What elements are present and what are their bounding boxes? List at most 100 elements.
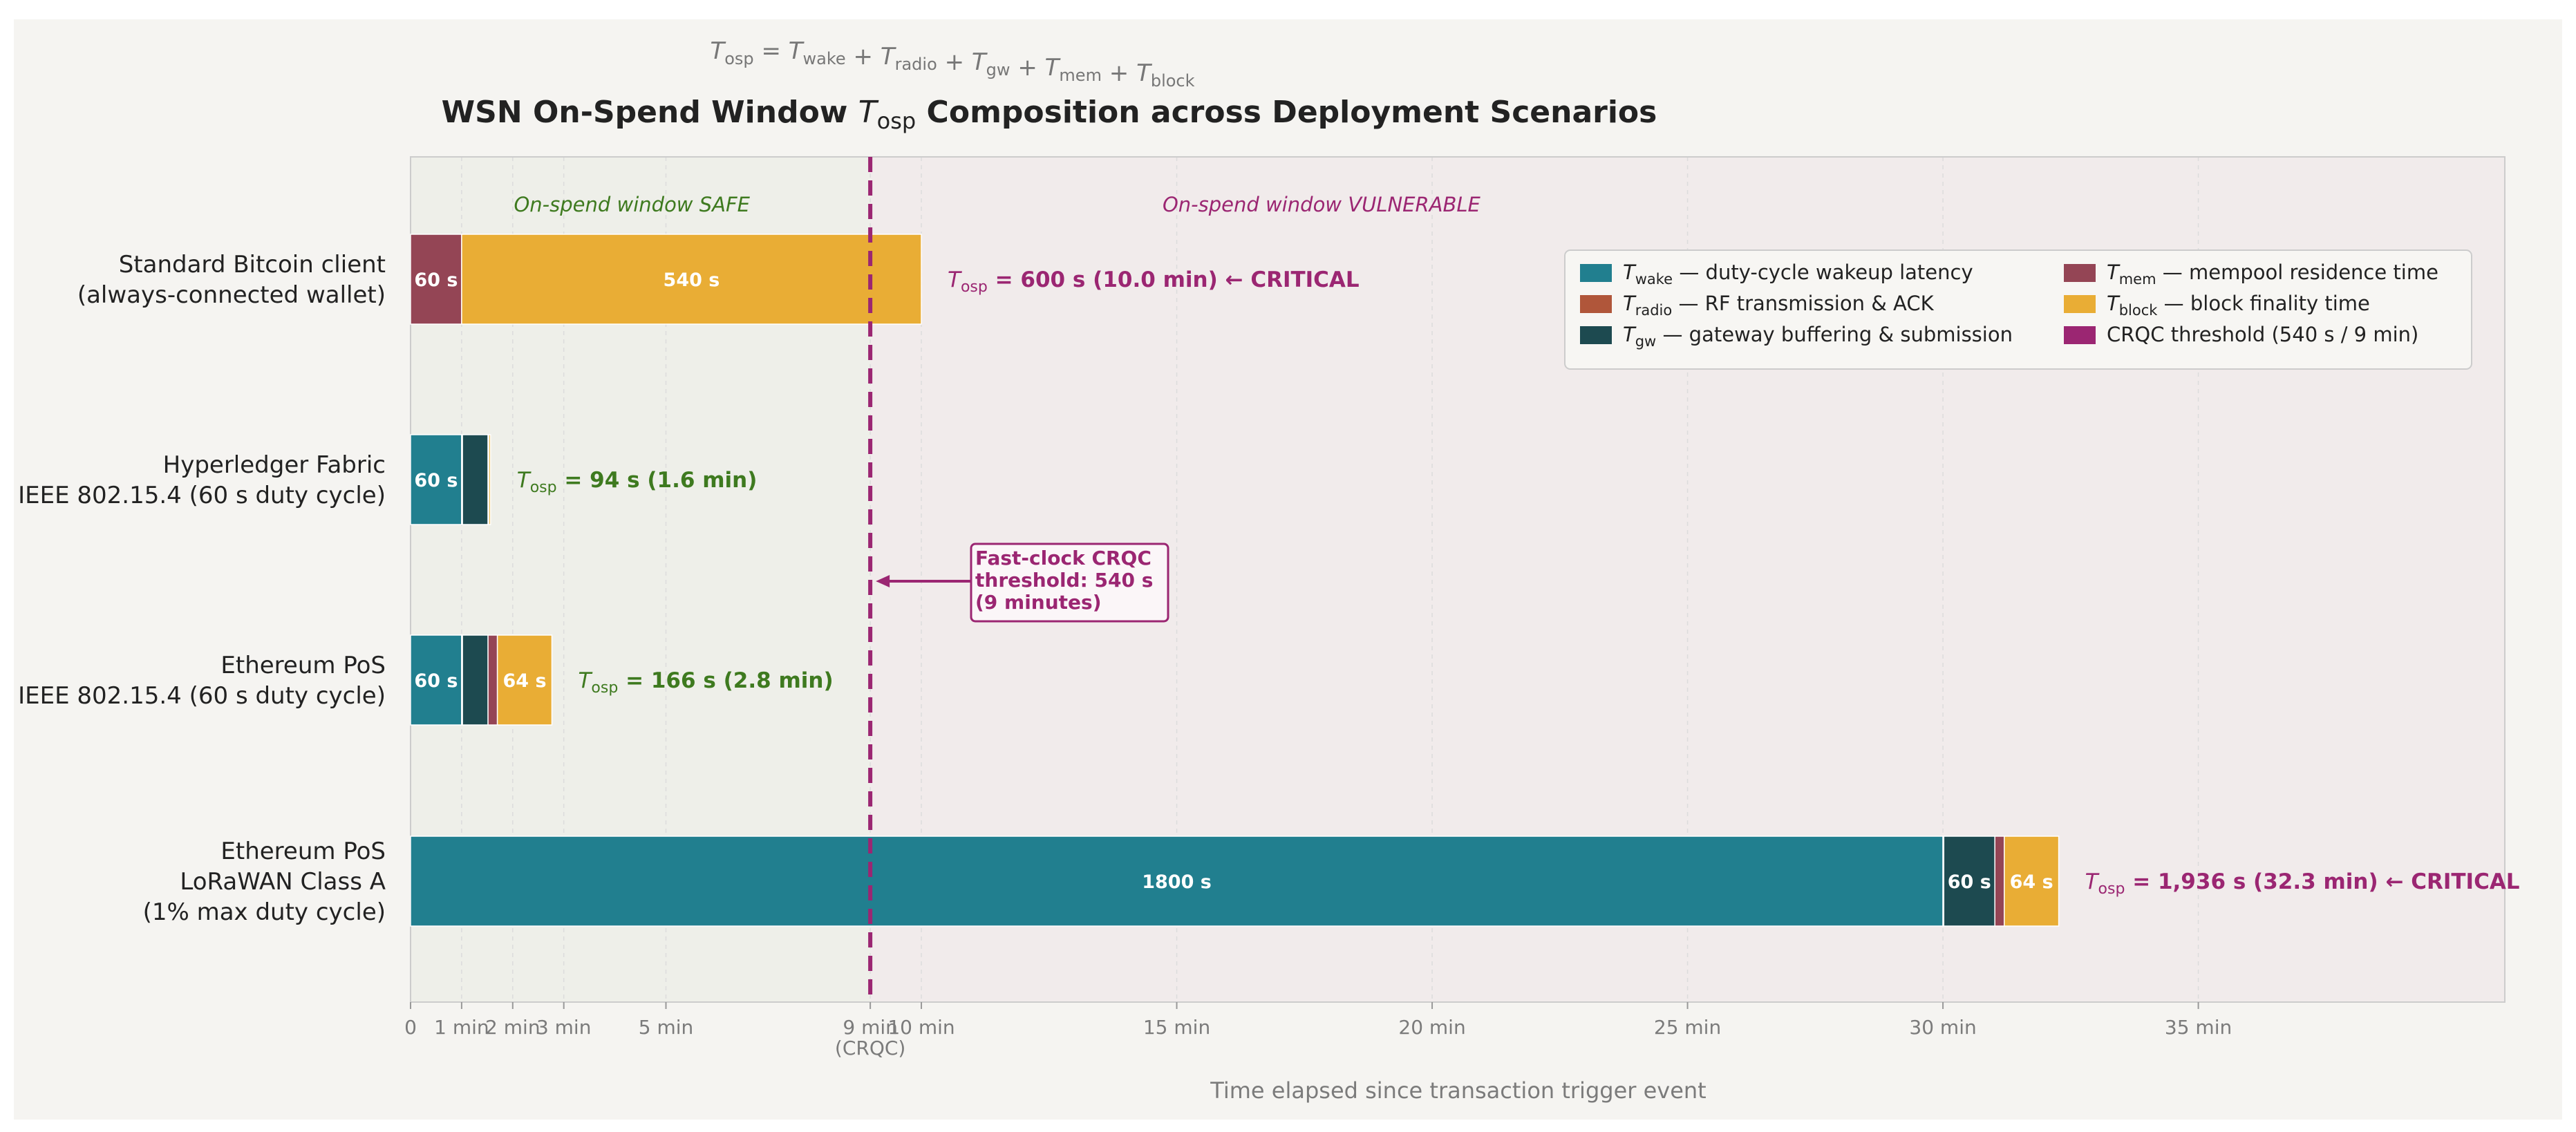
formula-term-subscript: wake (803, 49, 846, 68)
x-tick-label: 25 min (1654, 1016, 1721, 1039)
x-tick-label: 10 min (887, 1016, 955, 1039)
bar-segment-label: 64 s (503, 670, 547, 692)
bar-segment-gw (462, 634, 489, 726)
total-label: Tosp = 1,936 s (32.3 min) ← CRITICAL (2085, 869, 2520, 898)
y-axis-labels: Standard Bitcoin client(always-connected… (18, 251, 386, 926)
total-subscript: osp (591, 679, 618, 697)
formula-term-subscript: gw (986, 60, 1010, 79)
bar-segment-wake (410, 634, 462, 726)
title-subscript: osp (877, 108, 916, 134)
legend-description: — RF transmission & ACK (1672, 292, 1934, 315)
formula-term-subscript: block (1151, 71, 1195, 91)
legend-label: CRQC threshold (540 s / 9 min) (2107, 323, 2418, 346)
formula-term-symbol: T (1045, 54, 1061, 82)
vulnerable-zone-label: On-spend window VULNERABLE (1163, 193, 1481, 216)
legend-description: — gateway buffering & submission (1656, 323, 2013, 346)
formula-term-symbol: T (972, 48, 988, 76)
legend-symbol: T (1623, 261, 1637, 284)
total-symbol: T (948, 267, 962, 292)
legend-label: Twake — duty-cycle wakeup latency (1623, 261, 1973, 287)
annotation-text: (9 minutes) (975, 591, 1102, 614)
formula-lhs-symbol: T (710, 37, 726, 65)
title-symbol: T (858, 95, 879, 130)
bar-segment-mem (410, 234, 462, 325)
total-subscript: osp (2098, 880, 2125, 898)
legend-swatch (1580, 264, 1612, 282)
formula-plus: + (846, 43, 881, 70)
y-axis-label: Ethereum PoS (220, 838, 386, 865)
x-tick-label: 5 min (639, 1016, 694, 1039)
total-symbol: T (2085, 869, 2100, 894)
legend-subscript: gw (1635, 333, 1657, 350)
legend-description: — mempool residence time (2156, 261, 2438, 284)
total-value: = 1,936 s (32.3 min) (2125, 869, 2378, 894)
bar-series: 60 s 540 s 60 s 60 s 64 s 1800 s 60 s 64 s (410, 234, 2060, 927)
x-tick-label: 30 min (1909, 1016, 1976, 1039)
formula-term-symbol: T (1136, 59, 1152, 87)
legend-swatch (2064, 326, 2096, 344)
formula-term-symbol: T (881, 43, 896, 70)
legend-description: — block finality time (2157, 292, 2369, 315)
legend-label: Tmem — mempool residence time (2107, 261, 2438, 287)
x-tick-label: 1 min (434, 1016, 489, 1039)
total-label: Tosp = 600 s (10.0 min) ← CRITICAL (948, 267, 1360, 296)
bar-segment-block (461, 234, 922, 325)
total-value: = 600 s (10.0 min) (988, 267, 1218, 292)
title-after: Composition across Deployment Scenarios (916, 95, 1657, 130)
y-axis-label: Hyperledger Fabric (163, 451, 386, 479)
total-subscript: osp (530, 479, 557, 496)
legend-text: CRQC threshold (540 s / 9 min) (2107, 323, 2418, 346)
bar-segment-block (488, 434, 491, 525)
x-axis-label: Time elapsed since transaction trigger e… (1210, 1077, 1706, 1104)
formula-term-subscript: radio (895, 55, 937, 74)
plot-frame (410, 156, 2506, 1003)
legend-swatch (1580, 295, 1612, 313)
legend-symbol: T (2107, 261, 2121, 284)
total-label: Tosp = 166 s (2.8 min) (578, 668, 833, 697)
legend-subscript: wake (1635, 271, 1673, 287)
formula-plus: + (937, 48, 972, 76)
bar-segment-mem (487, 634, 498, 726)
annotation-arrowhead (876, 575, 890, 587)
y-axis-label: Ethereum PoS (220, 652, 386, 679)
formula-term-subscript: mem (1059, 66, 1102, 85)
critical-flag: ← CRITICAL (2378, 869, 2520, 894)
legend-description: — duty-cycle wakeup latency (1673, 261, 1973, 284)
x-tick-label: 20 min (1398, 1016, 1465, 1039)
formula-text: Tosp = Twake + Tradio + Tgw + Tmem + Tbl… (710, 37, 1194, 91)
legend-label: Tgw — gateway buffering & submission (1623, 323, 2013, 350)
title-before: WSN On-Spend Window (442, 95, 858, 130)
x-tick-label: 35 min (2165, 1016, 2232, 1039)
formula-terms: Twake + Tradio + Tgw + Tmem + Tblock (789, 37, 1195, 91)
y-axis-label: IEEE 802.15.4 (60 s duty cycle) (18, 482, 386, 509)
x-tick-label: (CRQC) (835, 1037, 905, 1059)
formula-term-symbol: T (789, 37, 805, 65)
y-axis-label: LoRaWAN Class A (180, 868, 386, 896)
legend-subscript: mem (2119, 271, 2156, 287)
bar-segment-label: 60 s (1948, 871, 1991, 893)
bar-segment-mem (1994, 836, 2005, 927)
x-tick-label: 2 min (485, 1016, 540, 1039)
bar-segment-block (496, 634, 553, 726)
chart-title: WSN On-Spend Window Tosp Composition acr… (442, 95, 1657, 134)
total-subscript: osp (961, 279, 988, 296)
bar-segment-label: 1800 s (1142, 871, 1212, 893)
critical-flag: ← CRITICAL (1218, 267, 1360, 292)
legend-subscript: radio (1635, 302, 1673, 319)
formula-plus: + (1102, 59, 1136, 87)
formula-lhs-subscript: osp (724, 49, 753, 68)
safe-zone-label: On-spend window SAFE (514, 193, 750, 216)
legend-swatch (2064, 264, 2096, 282)
legend-label: Tradio — RF transmission & ACK (1623, 292, 1935, 319)
bar-segment-gw (1943, 836, 1995, 927)
y-axis-label: Standard Bitcoin client (119, 251, 386, 279)
legend-label: Tblock — block finality time (2107, 292, 2370, 319)
bar-segment-label: 60 s (414, 470, 458, 491)
y-axis-label: IEEE 802.15.4 (60 s duty cycle) (18, 682, 386, 710)
formula-plus: + (1010, 54, 1045, 82)
bar-segment-label: 64 s (2010, 871, 2053, 893)
